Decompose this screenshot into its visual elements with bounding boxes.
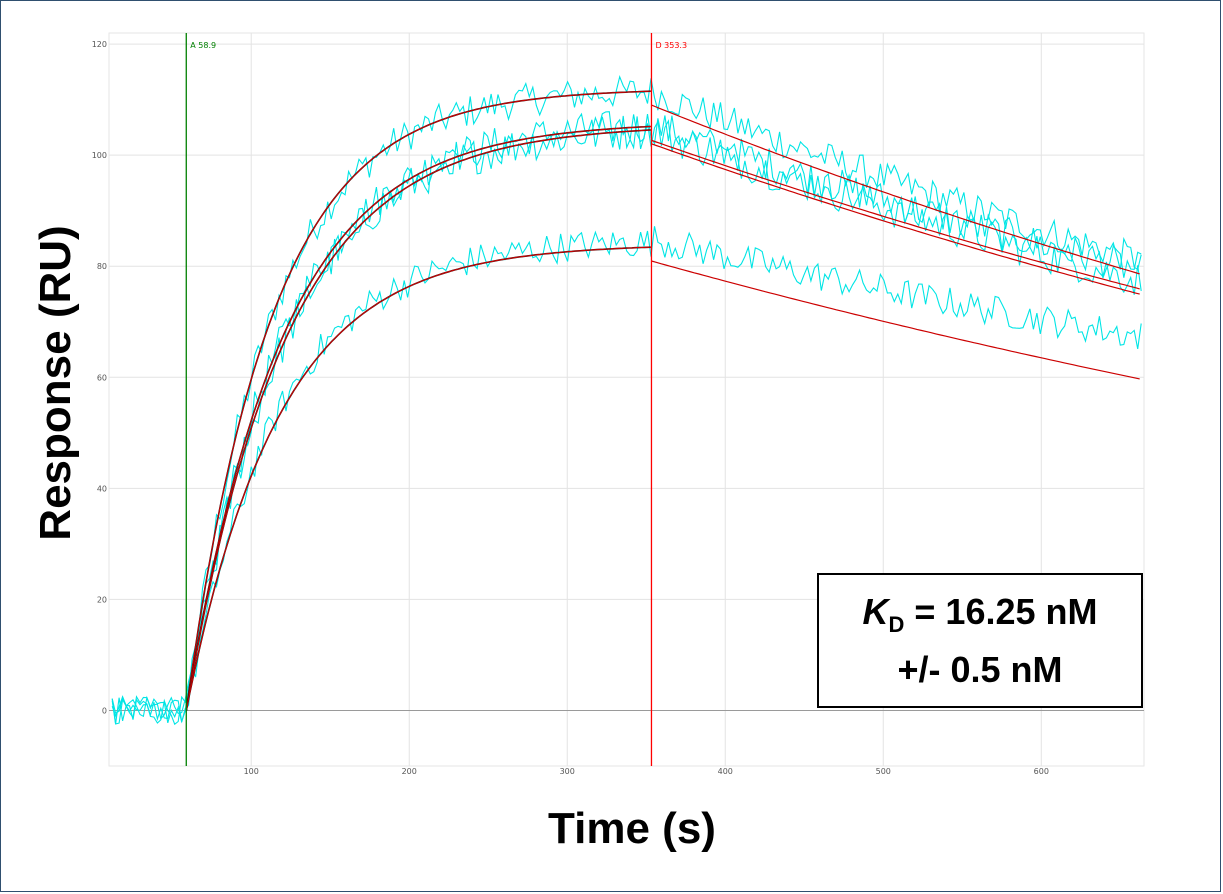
y-tick-label: 100 (92, 151, 107, 160)
association-fit (185, 90, 651, 711)
tick-labels: 100 200 300 400 500 600 0 20 40 60 80 100 120 (92, 40, 1049, 776)
data-trace (111, 226, 1142, 725)
dissociation-fit (651, 104, 1140, 275)
x-tick-label: 400 (718, 767, 733, 776)
kd-error: +/- 0.5 nM (897, 649, 1063, 690)
x-axis-title: Time (s) (548, 804, 716, 853)
x-tick-label: 100 (244, 767, 259, 776)
x-tick-label: 600 (1034, 767, 1049, 776)
dissociation-fit (651, 260, 1140, 380)
kd-subscript: D (888, 612, 905, 637)
association-fit (185, 125, 651, 711)
y-axis-title: Response (RU) (31, 225, 80, 540)
y-tick-label: 40 (97, 484, 107, 493)
y-tick-label: 80 (97, 262, 107, 271)
dissociation-fit (651, 143, 1140, 295)
injection-markers: A 58.9 D 353.3 (185, 33, 687, 766)
kd-annotation-box: KD = 16.25 nM +/- 0.5 nM (817, 573, 1143, 708)
kd-number: = 16.25 nM (904, 591, 1098, 632)
association-fit (185, 246, 651, 711)
kd-symbol: K (862, 591, 889, 632)
kd-value: KD = 16.25 nM (819, 591, 1141, 637)
dissociation-fit (651, 139, 1140, 290)
y-tick-label: 120 (92, 40, 107, 49)
y-tick-label: 20 (97, 595, 107, 604)
fit-curves (185, 90, 1140, 711)
y-tick-label: 0 (102, 706, 107, 715)
x-tick-label: 200 (402, 767, 417, 776)
y-tick-label: 60 (97, 373, 107, 382)
injection-marker-label: A 58.9 (190, 41, 216, 50)
x-tick-label: 300 (560, 767, 575, 776)
data-trace (111, 115, 1142, 725)
injection-marker-label: D 353.3 (655, 41, 687, 50)
association-fit (185, 129, 651, 711)
x-tick-label: 500 (876, 767, 891, 776)
